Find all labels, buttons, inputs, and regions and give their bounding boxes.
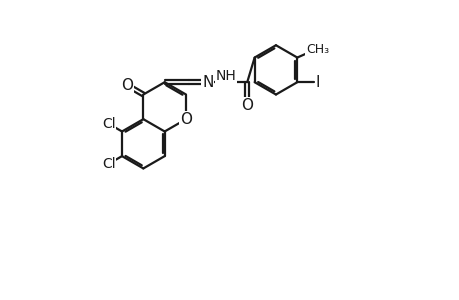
- Text: O: O: [179, 112, 191, 127]
- Text: N: N: [202, 75, 213, 90]
- Text: NH: NH: [215, 69, 236, 83]
- Text: Cl: Cl: [101, 157, 115, 171]
- Text: O: O: [241, 98, 253, 113]
- Text: I: I: [315, 75, 319, 90]
- Text: Cl: Cl: [101, 117, 115, 131]
- Text: CH₃: CH₃: [305, 43, 328, 56]
- Text: O: O: [121, 78, 133, 93]
